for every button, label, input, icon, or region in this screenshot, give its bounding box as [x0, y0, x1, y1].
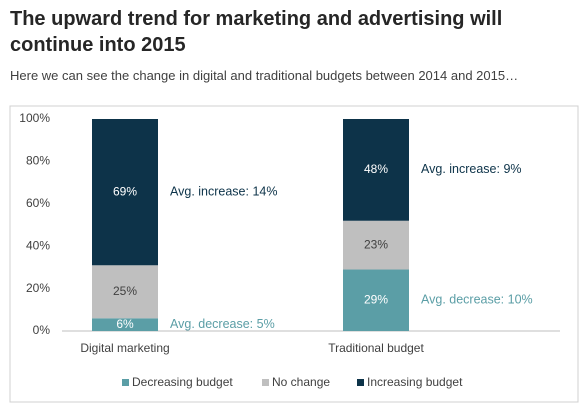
value-label: 48% — [364, 162, 388, 176]
legend-label: Increasing budget — [367, 375, 463, 389]
bar-segment — [343, 119, 409, 221]
chart-title: The upward trend for marketing and adver… — [10, 8, 503, 56]
legend-swatch — [262, 379, 269, 386]
bar-segment — [92, 265, 158, 319]
y-tick-label: 60% — [26, 196, 50, 210]
bar-segment — [92, 318, 158, 331]
y-tick-label: 100% — [19, 111, 50, 125]
legend-swatch — [122, 379, 129, 386]
annotation: Avg. increase: 9% — [421, 162, 522, 176]
legend-label: No change — [272, 375, 330, 389]
y-tick-label: 40% — [26, 238, 50, 252]
annotation: Avg. decrease: 10% — [421, 293, 533, 307]
value-label: 29% — [364, 292, 388, 306]
legend-label: Decreasing budget — [132, 375, 233, 389]
x-tick-label: Digital marketing — [80, 341, 169, 355]
chart-subtitle: Here we can see the change in digital an… — [10, 68, 519, 83]
value-label: 6% — [116, 317, 134, 331]
legend-swatch — [357, 379, 364, 386]
annotation: Avg. increase: 14% — [170, 184, 277, 198]
y-tick-label: 80% — [26, 154, 50, 168]
value-label: 69% — [113, 184, 137, 198]
annotation: Avg. decrease: 5% — [170, 317, 275, 331]
bar-segment — [343, 220, 409, 270]
x-tick-label: Traditional budget — [328, 341, 424, 355]
bar-segment — [343, 269, 409, 331]
chart-frame — [9, 105, 579, 403]
y-tick-label: 0% — [33, 323, 51, 337]
y-tick-label: 20% — [26, 281, 50, 295]
bar-segment — [92, 119, 158, 266]
value-label: 23% — [364, 237, 388, 251]
value-label: 25% — [113, 284, 137, 298]
